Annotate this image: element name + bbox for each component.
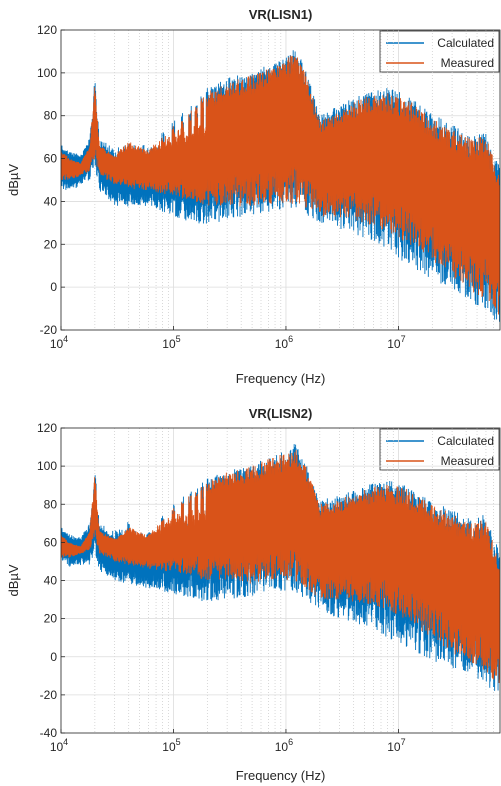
legend-label-measured: Measured <box>441 56 494 70</box>
y-tick-label: 80 <box>44 497 58 511</box>
legend-box <box>379 30 500 73</box>
x-axis-label: Frequency (Hz) <box>236 768 326 783</box>
x-tick-label: 107 <box>387 737 405 754</box>
series-line-measured <box>61 450 500 684</box>
y-tick-label: 20 <box>44 237 58 251</box>
x-tick-label: 104 <box>50 737 68 754</box>
y-tick-label: -20 <box>40 688 58 702</box>
legend-label-calculated: Calculated <box>437 36 494 50</box>
plot-lisn1: VR(LISN1) Frequency (Hz) dBµV -20 0 20 40 60… <box>6 7 501 386</box>
legend-label-calculated: Calculated <box>437 434 494 448</box>
series-line-measured <box>61 55 500 315</box>
chart-title: VR(LISN2) <box>249 406 313 421</box>
y-axis-label: dBµV <box>6 164 21 196</box>
x-tick-label: 104 <box>50 334 68 351</box>
x-tick-label: 106 <box>275 737 293 754</box>
x-tick-label: 105 <box>162 737 180 754</box>
y-tick-label: 0 <box>50 650 57 664</box>
y-tick-label: 120 <box>37 23 57 37</box>
legend-box <box>379 428 500 471</box>
y-tick-label: 20 <box>44 612 58 626</box>
x-tick-label: 105 <box>162 334 180 351</box>
y-tick-label: 100 <box>37 66 57 80</box>
chart-title: VR(LISN1) <box>249 7 313 22</box>
y-tick-label: 60 <box>44 152 58 166</box>
x-tick-label: 106 <box>275 334 293 351</box>
legend-label-measured: Measured <box>441 454 494 468</box>
plot-lisn2: VR(LISN2) Frequency (Hz) dBµV -40 -20 0 20 4… <box>6 406 501 783</box>
y-tick-label: -40 <box>40 726 58 740</box>
axes-box <box>60 29 501 331</box>
y-tick-label: 40 <box>44 574 58 588</box>
y-axis-label: dBµV <box>6 564 21 596</box>
y-tick-label: 100 <box>37 459 57 473</box>
y-tick-label: 120 <box>37 421 57 435</box>
y-tick-label: 80 <box>44 109 58 123</box>
y-tick-label: 60 <box>44 535 58 549</box>
y-tick-label: 40 <box>44 194 58 208</box>
x-axis-label: Frequency (Hz) <box>236 371 326 386</box>
y-tick-label: 0 <box>50 280 57 294</box>
y-tick-label: -20 <box>40 323 58 337</box>
x-tick-label: 107 <box>387 334 405 351</box>
